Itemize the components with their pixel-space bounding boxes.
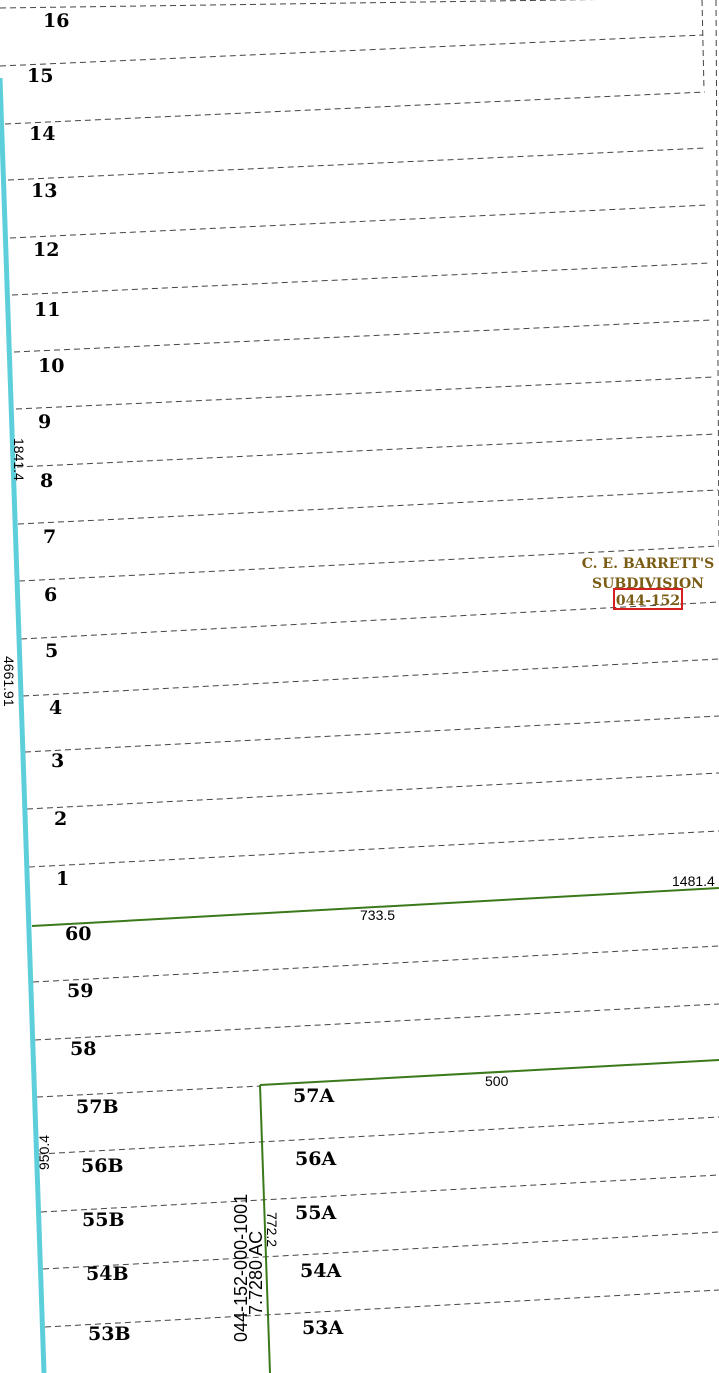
lot-label: 55B: [82, 1209, 125, 1231]
lot-label: 53B: [88, 1323, 131, 1345]
lot-label: 54B: [86, 1263, 129, 1285]
lot-label: 2: [54, 808, 67, 830]
lot-label: 58: [70, 1038, 96, 1060]
lot-label: 11: [34, 299, 60, 321]
lot-label: 15: [27, 65, 53, 87]
lot-label: 1: [56, 868, 69, 890]
lot-label: 56B: [81, 1155, 124, 1177]
subdivision-name-line1: C. E. BARRETT'S: [582, 556, 714, 572]
lot-label: 55A: [295, 1202, 336, 1224]
lot-label: 56A: [295, 1148, 336, 1170]
dim-upper-west: 1841.4: [11, 438, 27, 481]
lot-label: 54A: [300, 1260, 341, 1282]
lot-lines-lower: [32, 945, 719, 1328]
subdivision-code: 044-152: [616, 593, 680, 609]
parcel-boundaries: [31, 887, 719, 1373]
lot-label: 10: [38, 355, 64, 377]
dim-road-length: 4661.91: [1, 656, 17, 707]
dim-boundary-east: 1481.4: [672, 873, 715, 889]
parcel-id: 044-152-000-1001: [231, 1194, 251, 1342]
lot-label: 53A: [302, 1317, 343, 1339]
lot-label: 13: [31, 180, 57, 202]
lot-label: 4: [49, 697, 62, 719]
dim-boundary-middle: 733.5: [360, 907, 395, 923]
road-line: [0, 77, 47, 1373]
lot-label: 8: [40, 470, 53, 492]
lot-label: 57B: [76, 1096, 119, 1118]
subdivision-code-box: [613, 588, 683, 610]
lot-labels: 16 15 14 13 12 11 10 9 8 7 6 5 4 3 2 1 6…: [27, 10, 343, 1345]
dim-parcel-top: 500: [485, 1073, 509, 1089]
lot-label: 57A: [293, 1085, 334, 1107]
lot-label: 5: [45, 640, 58, 662]
lot-label: 59: [67, 980, 93, 1002]
lot-label: 6: [44, 584, 57, 606]
lot-label: 16: [43, 10, 69, 32]
lot-label: 9: [38, 411, 51, 433]
dim-lower-west: 950.4: [36, 1135, 52, 1170]
lot-lines-upper: [0, 0, 719, 868]
dim-parcel-west: 772.2: [264, 1212, 280, 1247]
lot-label: 60: [65, 923, 91, 945]
parcel-area: 7.7280 AC: [246, 1231, 266, 1315]
lot-label: 3: [51, 750, 64, 772]
lot-label: 12: [33, 239, 59, 261]
lot-label: 7: [43, 526, 56, 548]
lot-label: 14: [29, 123, 55, 145]
